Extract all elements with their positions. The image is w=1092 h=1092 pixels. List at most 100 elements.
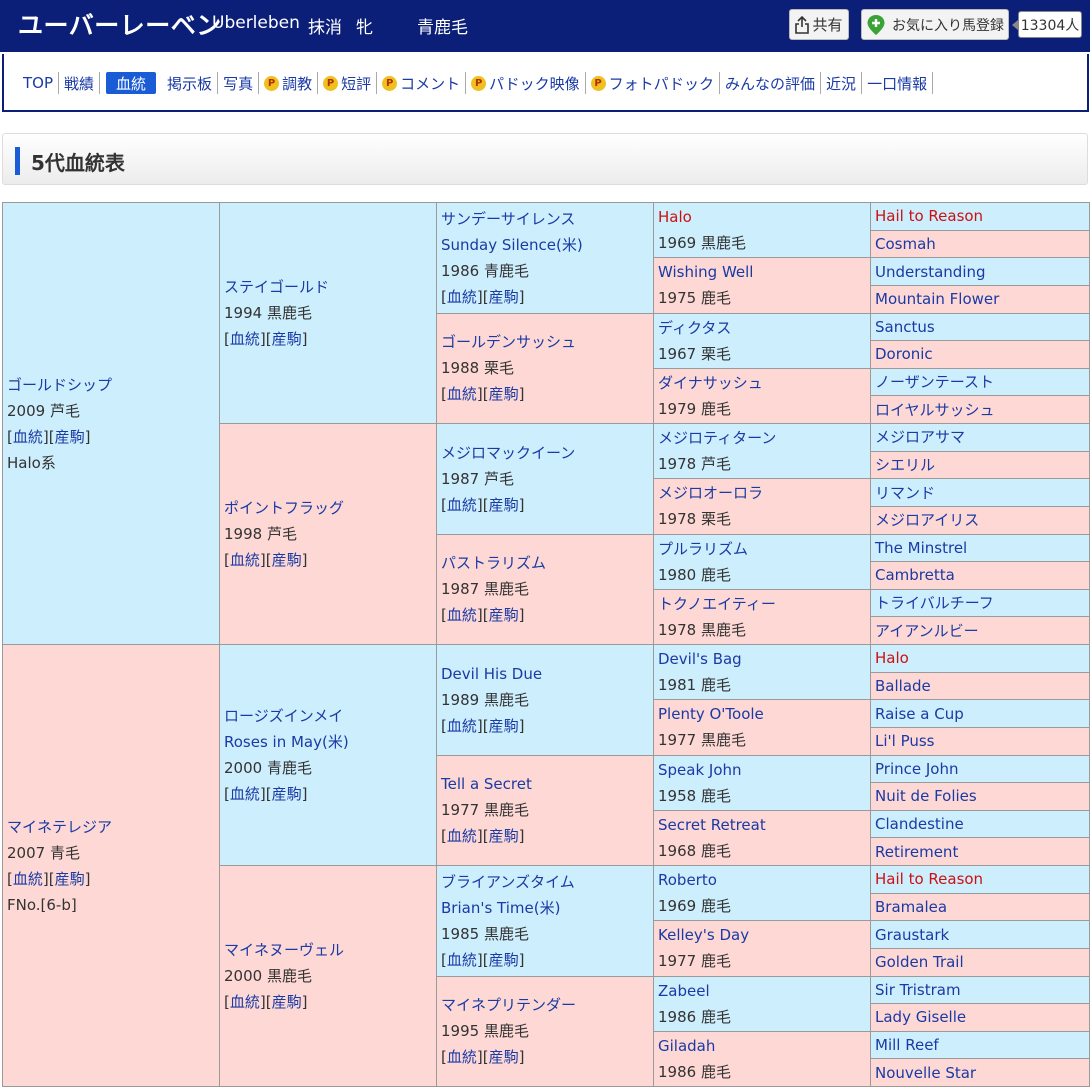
ancestor-name[interactable]: Nuit de Folies [875, 787, 977, 806]
ancestor-name[interactable]: Bramalea [875, 897, 948, 916]
ancestor-name[interactable]: Zabeel [658, 981, 710, 1000]
ancestor-name[interactable]: リマンド [875, 483, 936, 502]
progeny-link[interactable]: 産駒 [271, 785, 302, 803]
ancestor-name[interactable]: メジロマックイーン [441, 443, 576, 462]
ancestor-name[interactable]: Mountain Flower [875, 290, 1000, 309]
pedigree-link[interactable]: 血統 [12, 427, 43, 446]
tab-4[interactable]: 写真 [218, 72, 260, 94]
progeny-link[interactable]: 産駒 [488, 950, 519, 969]
pedigree-link[interactable]: 血統 [446, 950, 477, 969]
ancestor-name[interactable]: Kelley's Day [658, 926, 750, 945]
ancestor-name[interactable]: Raise a Cup [875, 704, 964, 723]
progeny-link[interactable]: 産駒 [271, 551, 302, 569]
ancestor-name[interactable]: Retirement [875, 842, 959, 861]
ancestor-name[interactable]: マイネヌーヴェル [224, 941, 345, 959]
ancestor-name[interactable]: The Minstrel [875, 538, 968, 557]
ancestor-name[interactable]: Speak John [658, 760, 742, 779]
ancestor-name[interactable]: Hail to Reason [875, 207, 984, 226]
ancestor-name[interactable]: メジロアイリス [875, 511, 980, 530]
progeny-link[interactable]: 産駒 [54, 427, 85, 446]
ancestor-name[interactable]: Prince John [875, 759, 959, 778]
progeny-link[interactable]: 産駒 [271, 993, 302, 1011]
tab-1[interactable]: 戦績 [59, 72, 101, 94]
ancestor-name[interactable]: Graustark [875, 925, 950, 944]
ancestor-name[interactable]: パストラリズム [441, 554, 547, 573]
progeny-link[interactable]: 産駒 [488, 287, 519, 306]
ancestor-name[interactable]: メジロアサマ [875, 428, 966, 447]
ancestor-name[interactable]: Plenty O'Toole [658, 705, 764, 724]
tab-10[interactable]: みんなの評価 [720, 72, 822, 94]
ancestor-name[interactable]: ポイントフラッグ [224, 499, 345, 517]
ancestor-name[interactable]: マイネテレジア [7, 817, 113, 836]
tab-5[interactable]: P 調教 [259, 72, 319, 94]
tab-12[interactable]: 一口情報 [862, 72, 934, 94]
tab-0[interactable]: TOP [18, 72, 60, 94]
ancestor-name[interactable]: マイネプリテンダー [441, 996, 577, 1015]
tab-11[interactable]: 近況 [821, 72, 863, 94]
tab-2[interactable]: 血統 [106, 72, 157, 94]
ancestor-name[interactable]: Cambretta [875, 566, 955, 585]
ancestor-name[interactable]: Devil His Due [441, 664, 543, 683]
ancestor-name[interactable]: アイアンルビー [875, 621, 979, 640]
progeny-link[interactable]: 産駒 [488, 827, 519, 846]
tab-3[interactable]: 掲示板 [162, 72, 219, 94]
pedigree-link[interactable]: 血統 [446, 716, 477, 735]
ancestor-name[interactable]: トクノエイティー [658, 594, 776, 613]
tab-9[interactable]: P フォトパドック [586, 72, 721, 94]
progeny-link[interactable]: 産駒 [54, 869, 85, 888]
ancestor-name[interactable]: Li'l Puss [875, 732, 935, 751]
ancestor-name-en[interactable]: Roses in May(米) [224, 733, 349, 751]
progeny-link[interactable]: 産駒 [488, 1048, 519, 1067]
ancestor-name[interactable]: Ballade [875, 676, 931, 695]
ancestor-name[interactable]: メジロティターン [658, 429, 777, 448]
progeny-link[interactable]: 産駒 [488, 606, 519, 625]
ancestor-name[interactable]: ゴールデンサッシュ [441, 333, 577, 352]
ancestor-name-en[interactable]: Sunday Silence(米) [441, 235, 583, 254]
ancestor-name[interactable]: Lady Giselle [875, 1008, 967, 1027]
pedigree-link[interactable]: 血統 [446, 1048, 477, 1067]
pedigree-link[interactable]: 血統 [229, 330, 260, 348]
progeny-link[interactable]: 産駒 [488, 716, 519, 735]
pedigree-link[interactable]: 血統 [229, 785, 260, 803]
ancestor-name[interactable]: トライバルチーフ [875, 594, 994, 613]
ancestor-name[interactable]: Sir Tristram [875, 980, 961, 999]
ancestor-name[interactable]: Devil's Bag [658, 650, 742, 669]
ancestor-name[interactable]: Tell a Secret [441, 775, 532, 794]
ancestor-name[interactable]: Giladah [658, 1036, 716, 1055]
ancestor-name[interactable]: Cosmah [875, 234, 936, 253]
ancestor-name-en[interactable]: Brian's Time(米) [441, 898, 561, 917]
pedigree-link[interactable]: 血統 [446, 495, 477, 514]
ancestor-name[interactable]: Mill Reef [875, 1036, 939, 1055]
ancestor-name[interactable]: Halo [875, 649, 909, 668]
ancestor-name[interactable]: Hail to Reason [875, 870, 984, 889]
ancestor-name[interactable]: Halo [658, 208, 692, 227]
ancestor-name[interactable]: ゴールドシップ [7, 375, 113, 394]
pedigree-link[interactable]: 血統 [446, 287, 477, 306]
ancestor-name[interactable]: サンデーサイレンス [441, 209, 576, 228]
ancestor-name[interactable]: ロージズインメイ [224, 707, 344, 725]
favorite-register-button[interactable]: お気に入り馬登録 [861, 9, 1009, 40]
ancestor-name[interactable]: Golden Trail [875, 953, 964, 972]
ancestor-name[interactable]: ディクタス [658, 318, 732, 337]
pedigree-link[interactable]: 血統 [446, 827, 477, 846]
ancestor-name[interactable]: ステイゴールド [224, 278, 330, 296]
ancestor-name[interactable]: プルラリズム [658, 539, 749, 558]
pedigree-link[interactable]: 血統 [446, 385, 477, 404]
ancestor-name[interactable]: シエリル [875, 455, 936, 474]
pedigree-link[interactable]: 血統 [12, 869, 43, 888]
ancestor-name[interactable]: Understanding [875, 262, 986, 281]
ancestor-name[interactable]: ノーザンテースト [875, 373, 994, 392]
progeny-link[interactable]: 産駒 [488, 495, 519, 514]
tab-7[interactable]: P コメント [377, 72, 467, 94]
ancestor-name[interactable]: Wishing Well [658, 263, 754, 282]
progeny-link[interactable]: 産駒 [488, 385, 519, 404]
ancestor-name[interactable]: Clandestine [875, 815, 964, 834]
pedigree-link[interactable]: 血統 [229, 551, 260, 569]
pedigree-link[interactable]: 血統 [229, 993, 260, 1011]
ancestor-name[interactable]: ロイヤルサッシュ [875, 400, 995, 419]
ancestor-name[interactable]: Nouvelle Star [875, 1063, 977, 1082]
ancestor-name[interactable]: Doronic [875, 345, 933, 364]
ancestor-name[interactable]: ダイナサッシュ [658, 373, 763, 392]
share-button[interactable]: 共有 [789, 9, 849, 40]
progeny-link[interactable]: 産駒 [271, 330, 302, 348]
